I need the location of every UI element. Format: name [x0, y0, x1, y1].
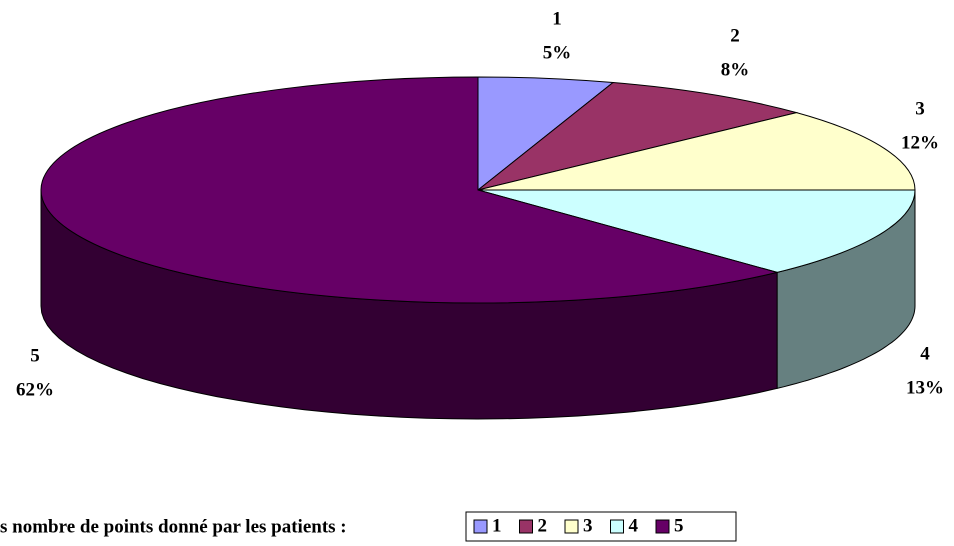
slice-value-label: 12% — [901, 132, 939, 153]
slice-value-label: 13% — [906, 377, 944, 398]
legend-label: 1 — [492, 515, 502, 536]
legend-label: 4 — [629, 515, 639, 536]
slice-value-label: 8% — [721, 59, 750, 80]
legend-box — [465, 511, 737, 542]
slice — [477, 189, 916, 273]
slice — [40, 76, 780, 304]
legend-swatch — [473, 519, 488, 534]
legend-label: 2 — [538, 515, 548, 536]
slice-category-label: 3 — [915, 98, 925, 119]
legend-label: 3 — [583, 515, 593, 536]
slice-category-label: 4 — [920, 343, 930, 364]
legend-label: 5 — [674, 515, 684, 536]
legend-title: s nombre de points donné par les patient… — [0, 516, 347, 537]
legend-swatch — [519, 519, 533, 534]
slice — [477, 112, 916, 191]
slice-value-label: 62% — [16, 379, 54, 400]
legend-swatch — [564, 519, 579, 534]
slice-value-label: 5% — [543, 42, 572, 63]
slice-category-label: 5 — [30, 345, 40, 366]
slice-category-label: 2 — [730, 25, 740, 46]
legend-swatch — [610, 519, 624, 534]
slice — [477, 82, 799, 191]
legend-swatch — [655, 519, 670, 534]
slice-category-label: 1 — [552, 8, 562, 29]
